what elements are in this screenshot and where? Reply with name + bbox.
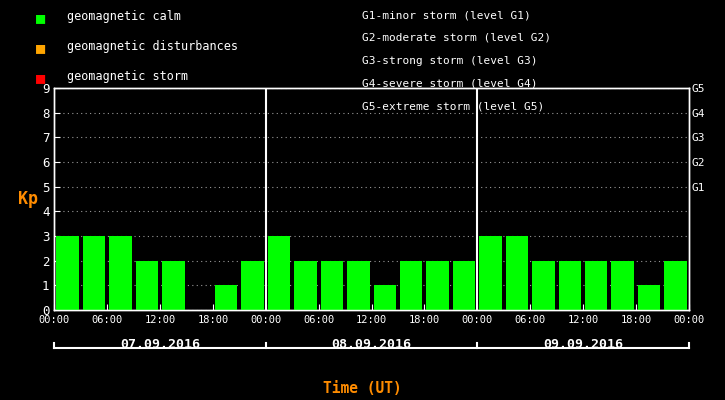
Text: ■: ■ xyxy=(36,10,46,25)
Text: ■: ■ xyxy=(36,40,46,55)
Bar xyxy=(109,236,132,310)
Text: geomagnetic storm: geomagnetic storm xyxy=(67,70,188,83)
Bar xyxy=(347,261,370,310)
Bar xyxy=(585,261,608,310)
Bar xyxy=(479,236,502,310)
Bar xyxy=(320,261,343,310)
Text: Time (UT): Time (UT) xyxy=(323,381,402,396)
Bar xyxy=(506,236,529,310)
Text: G1-minor storm (level G1): G1-minor storm (level G1) xyxy=(362,10,531,20)
Bar xyxy=(611,261,634,310)
Text: G4-severe storm (level G4): G4-severe storm (level G4) xyxy=(362,78,538,88)
Text: G3-strong storm (level G3): G3-strong storm (level G3) xyxy=(362,56,538,66)
Bar xyxy=(83,236,105,310)
Bar xyxy=(532,261,555,310)
Bar xyxy=(426,261,449,310)
Bar xyxy=(400,261,423,310)
Bar xyxy=(268,236,290,310)
Text: geomagnetic calm: geomagnetic calm xyxy=(67,10,181,23)
Bar xyxy=(57,236,79,310)
Bar xyxy=(638,285,660,310)
Text: geomagnetic disturbances: geomagnetic disturbances xyxy=(67,40,238,53)
Bar xyxy=(373,285,396,310)
Bar xyxy=(294,261,317,310)
Bar xyxy=(453,261,476,310)
Bar xyxy=(558,261,581,310)
Text: 07.09.2016: 07.09.2016 xyxy=(120,338,200,351)
Text: ■: ■ xyxy=(36,70,46,85)
Text: G2-moderate storm (level G2): G2-moderate storm (level G2) xyxy=(362,33,552,43)
Text: 08.09.2016: 08.09.2016 xyxy=(331,338,412,351)
Y-axis label: Kp: Kp xyxy=(18,190,38,208)
Bar xyxy=(664,261,687,310)
Text: G5-extreme storm (level G5): G5-extreme storm (level G5) xyxy=(362,101,544,111)
Bar xyxy=(215,285,237,310)
Bar xyxy=(136,261,158,310)
Text: 09.09.2016: 09.09.2016 xyxy=(543,338,623,351)
Bar xyxy=(241,261,264,310)
Bar xyxy=(162,261,185,310)
